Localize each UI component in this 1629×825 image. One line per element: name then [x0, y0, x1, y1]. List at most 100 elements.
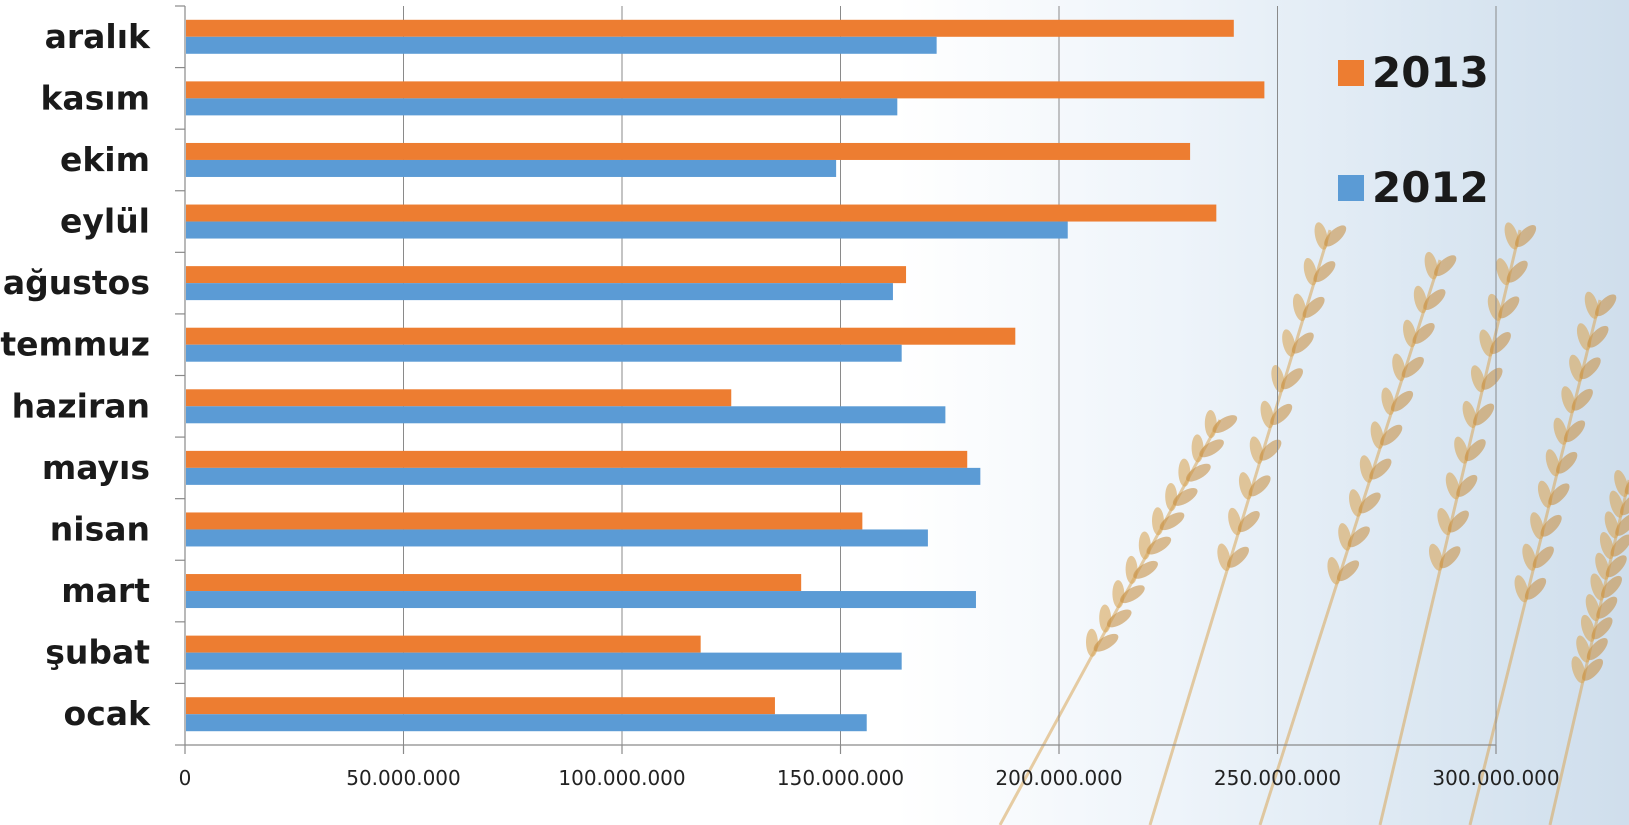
- wheat-grain: [1106, 609, 1132, 628]
- wheat-grain: [1619, 493, 1629, 516]
- x-tick-label: 100.000.000: [558, 766, 685, 790]
- wheat-grain: [1595, 552, 1610, 580]
- legend: 2013 2012: [1338, 48, 1489, 212]
- wheat-grain: [1159, 512, 1185, 531]
- category-labels: ocak şubat mart nisan mayıs haziran temmuz ağus…: [0, 17, 151, 733]
- bar-2012-mayıs: [186, 467, 981, 485]
- wheat-grain: [1571, 388, 1593, 411]
- x-tick-label: 200.000.000: [995, 766, 1122, 790]
- wheat-grain: [1556, 451, 1578, 474]
- wheat-grain: [1582, 658, 1604, 681]
- wheat-grain: [1563, 420, 1586, 443]
- wheat-grain: [1199, 439, 1224, 458]
- category-label: mart: [61, 571, 150, 610]
- wheat-grain: [1259, 439, 1282, 461]
- wheat-grain: [1248, 475, 1271, 497]
- wheat-grain: [1146, 536, 1172, 555]
- wheat-grain: [1604, 511, 1619, 539]
- wheat-grain: [1489, 332, 1511, 355]
- wheat-grain: [1423, 289, 1446, 310]
- wheat-grain: [1524, 577, 1547, 600]
- wheat-grain: [1481, 367, 1503, 390]
- wheat-grain: [1401, 356, 1424, 378]
- bar-2012-nisan: [186, 529, 928, 547]
- bar-2013-mayıs: [186, 450, 968, 468]
- wheat-grain: [1532, 546, 1554, 569]
- wheat-grain: [1540, 514, 1562, 537]
- wheat-grain: [1579, 357, 1601, 380]
- bar-2012-mart: [186, 591, 976, 609]
- x-tick-label: 300.000.000: [1432, 766, 1559, 790]
- category-label: şubat: [45, 633, 150, 672]
- wheat-grain: [1586, 638, 1608, 661]
- wheat-grain: [1439, 546, 1461, 569]
- legend-label-2013: 2013: [1372, 48, 1489, 97]
- bar-2012-şubat: [186, 652, 902, 670]
- wheat-grain: [1447, 510, 1469, 533]
- bar-2012-aralık: [186, 36, 937, 54]
- bar-2012-eylül: [186, 221, 1068, 239]
- category-label: eylül: [60, 202, 150, 241]
- wheat-grain: [1172, 488, 1198, 506]
- axes: [175, 5, 1497, 754]
- bar-2012-ocak: [186, 714, 867, 732]
- wheat-grain: [1291, 332, 1314, 354]
- wheat-grain: [1464, 439, 1486, 462]
- bar-2013-nisan: [186, 512, 863, 530]
- wheat-grain: [1270, 403, 1293, 425]
- wheat-grain: [1571, 656, 1586, 684]
- legend-label-2012: 2012: [1372, 163, 1489, 212]
- bar-2012-temmuz: [186, 344, 902, 362]
- wheat-grain: [1313, 261, 1336, 283]
- wheat-grain: [1609, 490, 1624, 518]
- wheat-grain: [1473, 403, 1495, 426]
- wheat-grain: [1358, 492, 1381, 514]
- bar-2012-ağustos: [186, 283, 893, 301]
- wheat-grain: [1336, 560, 1360, 582]
- category-label: kasım: [40, 78, 150, 117]
- wheat-grain: [1212, 415, 1238, 433]
- x-tick-label: 150.000.000: [777, 766, 904, 790]
- wheat-grain: [1548, 483, 1570, 506]
- gridlines: [403, 6, 1497, 745]
- wheat-grain: [1133, 560, 1158, 579]
- wheat-grain: [1580, 614, 1596, 642]
- bar-2013-şubat: [186, 635, 701, 653]
- bar-2013-temmuz: [186, 327, 1016, 345]
- wheat-grain: [1506, 260, 1528, 283]
- wheat-grain: [1599, 532, 1615, 560]
- category-label: aralık: [45, 17, 151, 56]
- wheat-grain: [1587, 325, 1609, 348]
- x-tick-label: 0: [179, 766, 192, 790]
- wheat-grain: [1093, 633, 1119, 652]
- wheat-grain: [1120, 585, 1145, 604]
- wheat-grain: [1595, 294, 1617, 317]
- category-label: haziran: [12, 386, 150, 425]
- category-label: mayıs: [42, 448, 150, 487]
- wheat-grain: [1347, 526, 1370, 548]
- legend-swatch-2013: [1338, 60, 1364, 86]
- bar-2013-eylül: [186, 204, 1217, 222]
- wheat-grain: [1280, 368, 1304, 390]
- legend-swatch-2012: [1338, 175, 1364, 201]
- wheat-grain: [1576, 635, 1591, 663]
- bar-2012-kasım: [186, 98, 898, 116]
- wheat-grain: [1591, 617, 1613, 640]
- category-label: ekim: [60, 140, 150, 179]
- category-label: ağustos: [3, 263, 150, 302]
- wheat-grain: [1412, 323, 1435, 344]
- wheat-grain: [1601, 575, 1623, 598]
- wheat-grain: [1590, 573, 1605, 601]
- wheat-grain: [1614, 469, 1629, 497]
- bar-2012-ekim: [186, 159, 837, 177]
- wheat-grain: [1302, 296, 1325, 318]
- bar-2013-mart: [186, 574, 802, 592]
- wheat-grain: [1380, 424, 1403, 446]
- wheat-grain: [1596, 596, 1618, 619]
- wheat-grain: [1324, 225, 1347, 247]
- x-tick-label: 50.000.000: [346, 766, 461, 790]
- x-tick-labels: 0 50.000.000 100.000.000 150.000.000 200.000…: [179, 766, 1560, 790]
- category-label: temmuz: [0, 325, 150, 364]
- wheat-grain: [1369, 458, 1392, 480]
